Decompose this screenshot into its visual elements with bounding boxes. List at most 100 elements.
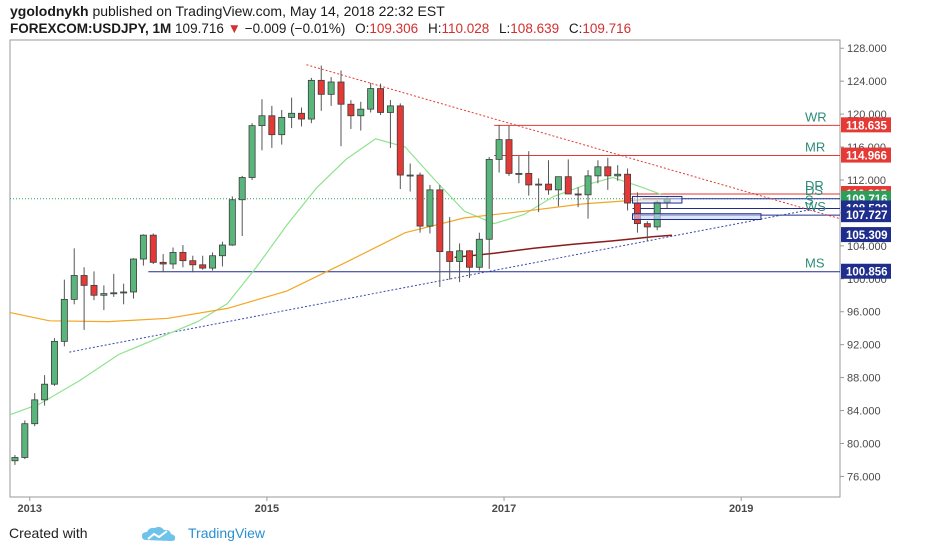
price-badge-ws — [841, 207, 891, 223]
x-tick-label: 2019 — [729, 503, 753, 515]
candle-body — [228, 199, 236, 246]
author-name[interactable]: ygolodnykh — [10, 3, 89, 19]
candle-body — [584, 175, 592, 196]
price-badge-text: 118.635 — [846, 120, 888, 132]
created-with-text: Created with — [9, 525, 88, 541]
open-label: O: — [355, 21, 370, 36]
candle-body — [307, 79, 315, 120]
support-zone-ds — [632, 195, 683, 204]
candle-body — [189, 260, 197, 266]
candle-body — [268, 115, 276, 136]
candle-body — [614, 173, 622, 177]
candle-body — [426, 189, 434, 227]
candle-body — [60, 298, 68, 342]
ma-line-slow — [9, 199, 663, 323]
x-axis: 2013 2015 2017 2019 — [18, 497, 753, 515]
level-badges: 118.635114.966110.295109.716108.539107.7… — [841, 117, 891, 279]
candle-body — [436, 189, 444, 253]
candle-body — [90, 284, 98, 296]
candle-body — [70, 275, 78, 300]
x-tick-label: 2015 — [255, 503, 279, 515]
candle-body — [327, 81, 335, 95]
close-value: 109.716 — [582, 21, 632, 36]
tradingview-cloud-icon[interactable] — [140, 524, 180, 544]
candle-body — [377, 88, 384, 113]
candle-body — [367, 88, 375, 110]
open-value: 109.306 — [369, 21, 419, 36]
candle-body — [298, 112, 305, 120]
candle-body — [11, 457, 19, 462]
low-value: 108.639 — [510, 21, 560, 36]
last-price: 109.716 — [175, 21, 224, 36]
symbol-line: FOREXCOM:USDJPY, 1M 109.716 ▼ −0.009 (−0… — [10, 21, 631, 36]
candle-body — [347, 103, 355, 117]
candle-body — [574, 193, 582, 196]
candle-body — [554, 176, 562, 191]
candle-body — [495, 139, 503, 160]
price-badge-text: 100.856 — [846, 267, 888, 279]
candle-body — [317, 79, 325, 95]
ma-line-long — [454, 234, 673, 259]
candle-body — [505, 139, 513, 174]
level-name-mr: MR — [805, 140, 825, 155]
candle-body — [278, 117, 286, 136]
support-zones — [632, 195, 762, 221]
down-arrow-icon: ▼ — [227, 21, 241, 36]
candle-body — [535, 183, 543, 186]
candle-body — [51, 340, 58, 385]
candle-body — [100, 293, 108, 296]
candle-body — [159, 261, 167, 265]
candle-body — [31, 399, 39, 425]
y-tick-label: 84.000 — [847, 406, 881, 418]
y-tick-label: 112.000 — [847, 175, 886, 187]
y-tick-label: 104.000 — [847, 241, 887, 253]
level-name-ds: DS — [805, 183, 823, 198]
candle-body — [149, 234, 157, 263]
level-name-dr: DR — [805, 178, 824, 193]
candle-body — [218, 244, 226, 257]
candle-body — [209, 255, 217, 269]
candle-body — [525, 172, 533, 186]
candle-body — [288, 112, 296, 118]
tradingview-brand[interactable]: TradingView — [188, 525, 266, 541]
candle-body — [564, 176, 572, 195]
candle-body — [120, 291, 128, 294]
y-tick-label: 88.000 — [847, 373, 881, 385]
y-axis: 76.000 80.000 84.000 88.000 92.000 96.000 100.… — [840, 43, 887, 483]
candle-body — [446, 251, 454, 262]
y-tick-label: 96.000 — [847, 307, 881, 319]
candle-body — [475, 238, 483, 268]
price-badge-text: 107.727 — [846, 210, 888, 222]
candle-body — [110, 292, 118, 295]
close-label: C: — [568, 21, 583, 36]
candle-body — [337, 81, 345, 105]
candle-body — [179, 252, 187, 262]
price-badge-level — [841, 227, 891, 243]
level-name-s: S — [805, 192, 814, 207]
candle-body — [485, 158, 493, 240]
trendline-down — [306, 64, 841, 220]
symbol-name: FOREXCOM:USDJPY, 1M — [10, 21, 172, 36]
candle-body — [386, 105, 394, 113]
price-badge-wr — [841, 117, 891, 133]
candle-body — [396, 105, 404, 176]
candle-body — [466, 250, 473, 268]
price-badge-text: 114.966 — [846, 151, 887, 163]
candle-body — [248, 125, 256, 178]
candle-body — [130, 258, 137, 293]
candle-body — [357, 108, 365, 117]
footer: Created with TradingView — [0, 516, 932, 550]
candle-body — [594, 166, 602, 177]
level-name-ms: MS — [805, 256, 825, 271]
support-zone-ws — [632, 213, 762, 221]
candle-body — [238, 177, 246, 201]
candle-body — [643, 223, 651, 228]
candle-body — [515, 172, 523, 175]
y-tick-label: 92.000 — [847, 340, 881, 352]
plot-frame — [9, 39, 841, 498]
high-label: H: — [427, 21, 442, 36]
candle-body — [604, 166, 612, 177]
candle-body — [624, 173, 632, 204]
y-tick-label: 124.000 — [847, 76, 887, 88]
